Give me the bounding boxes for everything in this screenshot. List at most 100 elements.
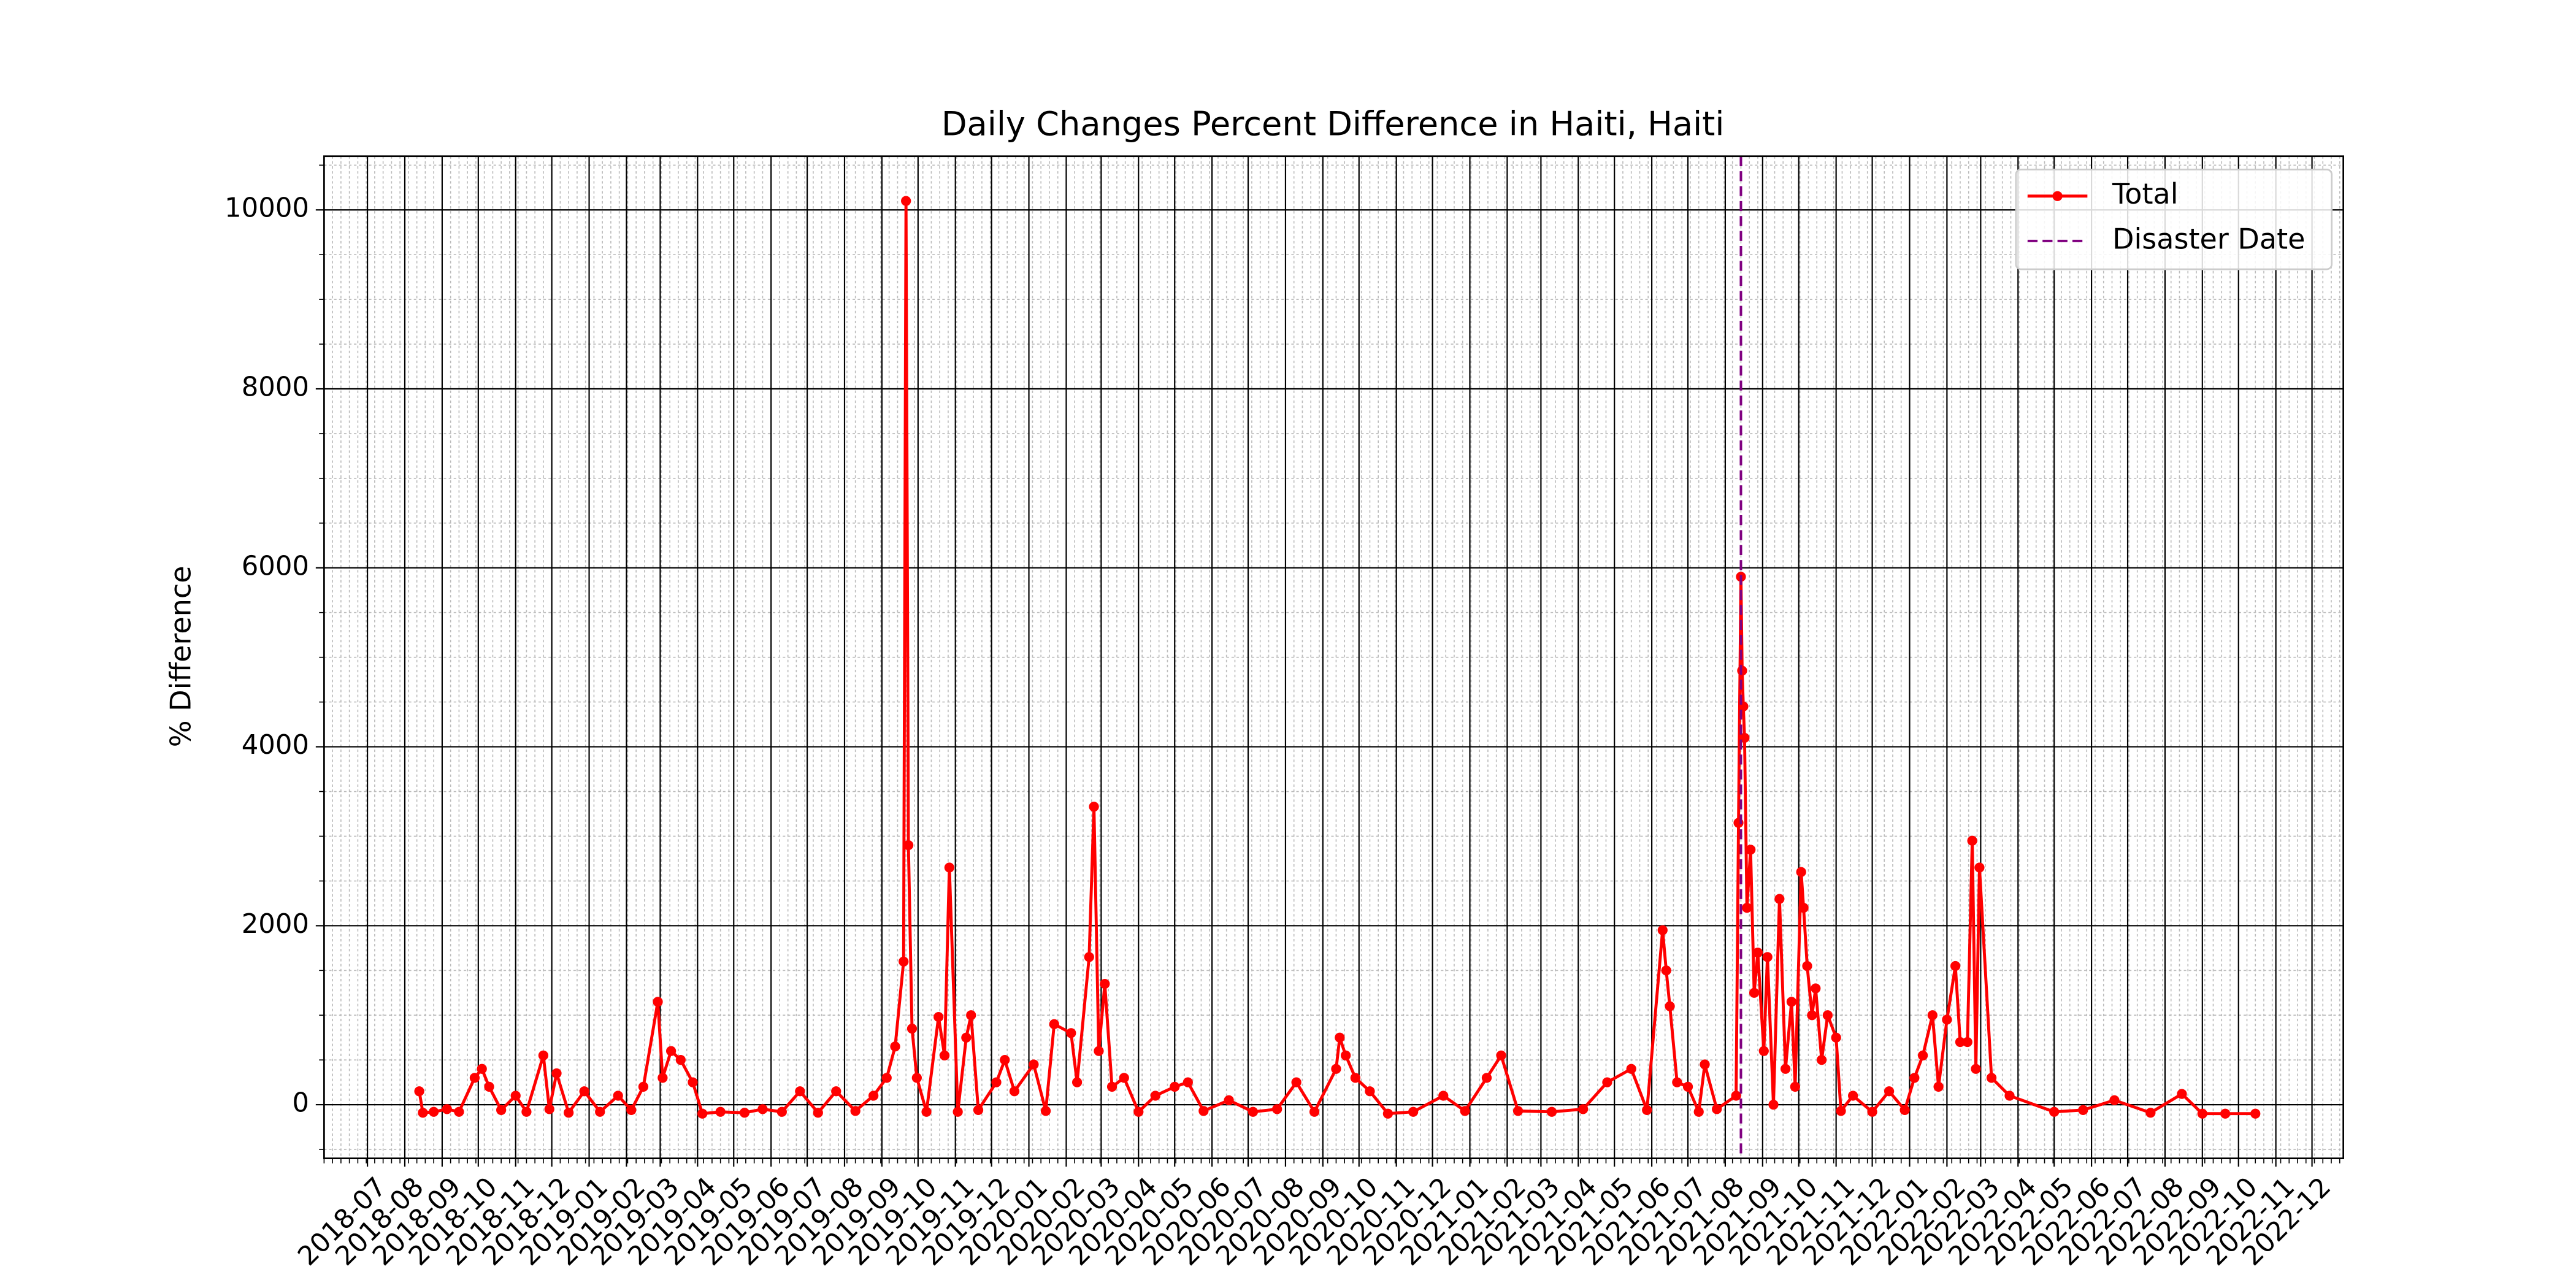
data-point xyxy=(653,997,663,1007)
data-point xyxy=(1807,1010,1817,1021)
data-point xyxy=(496,1105,507,1115)
data-point xyxy=(1170,1081,1180,1092)
data-point xyxy=(1546,1106,1557,1117)
data-point xyxy=(1742,903,1752,913)
data-point xyxy=(1089,802,1099,812)
data-point xyxy=(1578,1104,1589,1114)
data-point xyxy=(966,1010,976,1021)
data-point xyxy=(484,1081,494,1092)
data-point xyxy=(1133,1106,1144,1117)
data-point xyxy=(1009,1086,1020,1097)
data-point xyxy=(1672,1077,1682,1087)
plot-frame xyxy=(323,155,2344,1159)
data-point xyxy=(1867,1106,1877,1117)
data-point xyxy=(564,1108,574,1118)
data-point xyxy=(831,1086,841,1097)
y-tick-label: 2000 xyxy=(242,909,309,940)
data-point xyxy=(1749,987,1760,998)
data-point xyxy=(1438,1091,1449,1101)
data-point xyxy=(1927,1010,1938,1021)
data-point xyxy=(1049,1019,1059,1029)
data-point xyxy=(2250,1108,2261,1119)
data-point xyxy=(697,1108,708,1119)
data-point xyxy=(1350,1073,1361,1083)
data-point xyxy=(1962,1037,1972,1048)
data-point xyxy=(1700,1059,1710,1070)
data-point xyxy=(961,1032,972,1043)
data-point xyxy=(1642,1105,1652,1115)
data-point xyxy=(813,1108,823,1118)
data-point xyxy=(1693,1106,1704,1117)
data-point xyxy=(442,1104,452,1114)
data-point xyxy=(1000,1055,1010,1065)
data-point xyxy=(2078,1105,2088,1115)
y-tick-label: 10000 xyxy=(224,193,309,224)
data-point xyxy=(1790,1081,1800,1092)
data-point xyxy=(1950,960,1961,972)
data-point xyxy=(776,1106,787,1117)
y-tick-label: 4000 xyxy=(242,730,309,761)
data-point xyxy=(890,1041,900,1052)
data-point xyxy=(1066,1028,1076,1038)
data-point xyxy=(1836,1106,1846,1116)
data-point xyxy=(757,1104,768,1114)
data-point xyxy=(944,862,955,873)
data-point xyxy=(2177,1089,2187,1099)
data-point xyxy=(1942,1014,1952,1025)
data-point xyxy=(1335,1032,1345,1043)
data-point xyxy=(1496,1050,1506,1061)
data-point xyxy=(739,1108,750,1118)
data-point xyxy=(1822,1010,1833,1021)
data-point xyxy=(850,1106,861,1116)
legend-label: Total xyxy=(2112,177,2179,210)
data-point xyxy=(939,1050,950,1061)
data-point xyxy=(1786,997,1797,1007)
data-point xyxy=(1971,1064,1981,1074)
data-point xyxy=(1848,1091,1858,1101)
data-point xyxy=(2145,1108,2156,1118)
data-point xyxy=(1512,1106,1524,1116)
legend-marker xyxy=(2052,191,2063,201)
data-point xyxy=(1040,1106,1051,1116)
data-point xyxy=(1460,1106,1470,1116)
data-point xyxy=(907,1023,918,1034)
data-point xyxy=(1746,845,1756,855)
data-point xyxy=(1955,1037,1966,1048)
data-point xyxy=(1665,1001,1675,1011)
data-point xyxy=(1974,862,1985,873)
data-point xyxy=(1602,1077,1612,1087)
data-point xyxy=(1094,1046,1104,1056)
data-point xyxy=(1712,1104,1722,1114)
data-point xyxy=(899,956,909,967)
data-point xyxy=(1762,952,1773,962)
data-point xyxy=(1150,1091,1160,1101)
data-point xyxy=(1248,1106,1259,1117)
data-point xyxy=(1831,1032,1841,1043)
data-point xyxy=(933,1012,944,1022)
data-point xyxy=(1752,947,1763,958)
data-point xyxy=(881,1073,892,1083)
data-point xyxy=(1272,1104,1282,1114)
data-point xyxy=(1408,1106,1419,1117)
data-point xyxy=(1365,1086,1375,1097)
data-point xyxy=(1106,1081,1117,1092)
data-point xyxy=(1183,1077,1193,1087)
data-point xyxy=(579,1086,589,1097)
data-point xyxy=(953,1106,963,1117)
data-point xyxy=(1341,1050,1351,1061)
data-point xyxy=(903,840,914,851)
data-point xyxy=(688,1077,698,1087)
data-point xyxy=(1071,1077,1083,1087)
legend-label: Disaster Date xyxy=(2112,222,2305,255)
data-point xyxy=(469,1073,480,1083)
data-point xyxy=(657,1073,668,1083)
data-point xyxy=(1029,1059,1039,1070)
data-point xyxy=(544,1104,554,1114)
data-point xyxy=(1758,1046,1769,1056)
data-point xyxy=(1816,1055,1827,1065)
data-point xyxy=(1084,952,1094,962)
data-point xyxy=(1899,1105,1910,1115)
data-point xyxy=(551,1068,562,1079)
data-point xyxy=(414,1086,424,1097)
